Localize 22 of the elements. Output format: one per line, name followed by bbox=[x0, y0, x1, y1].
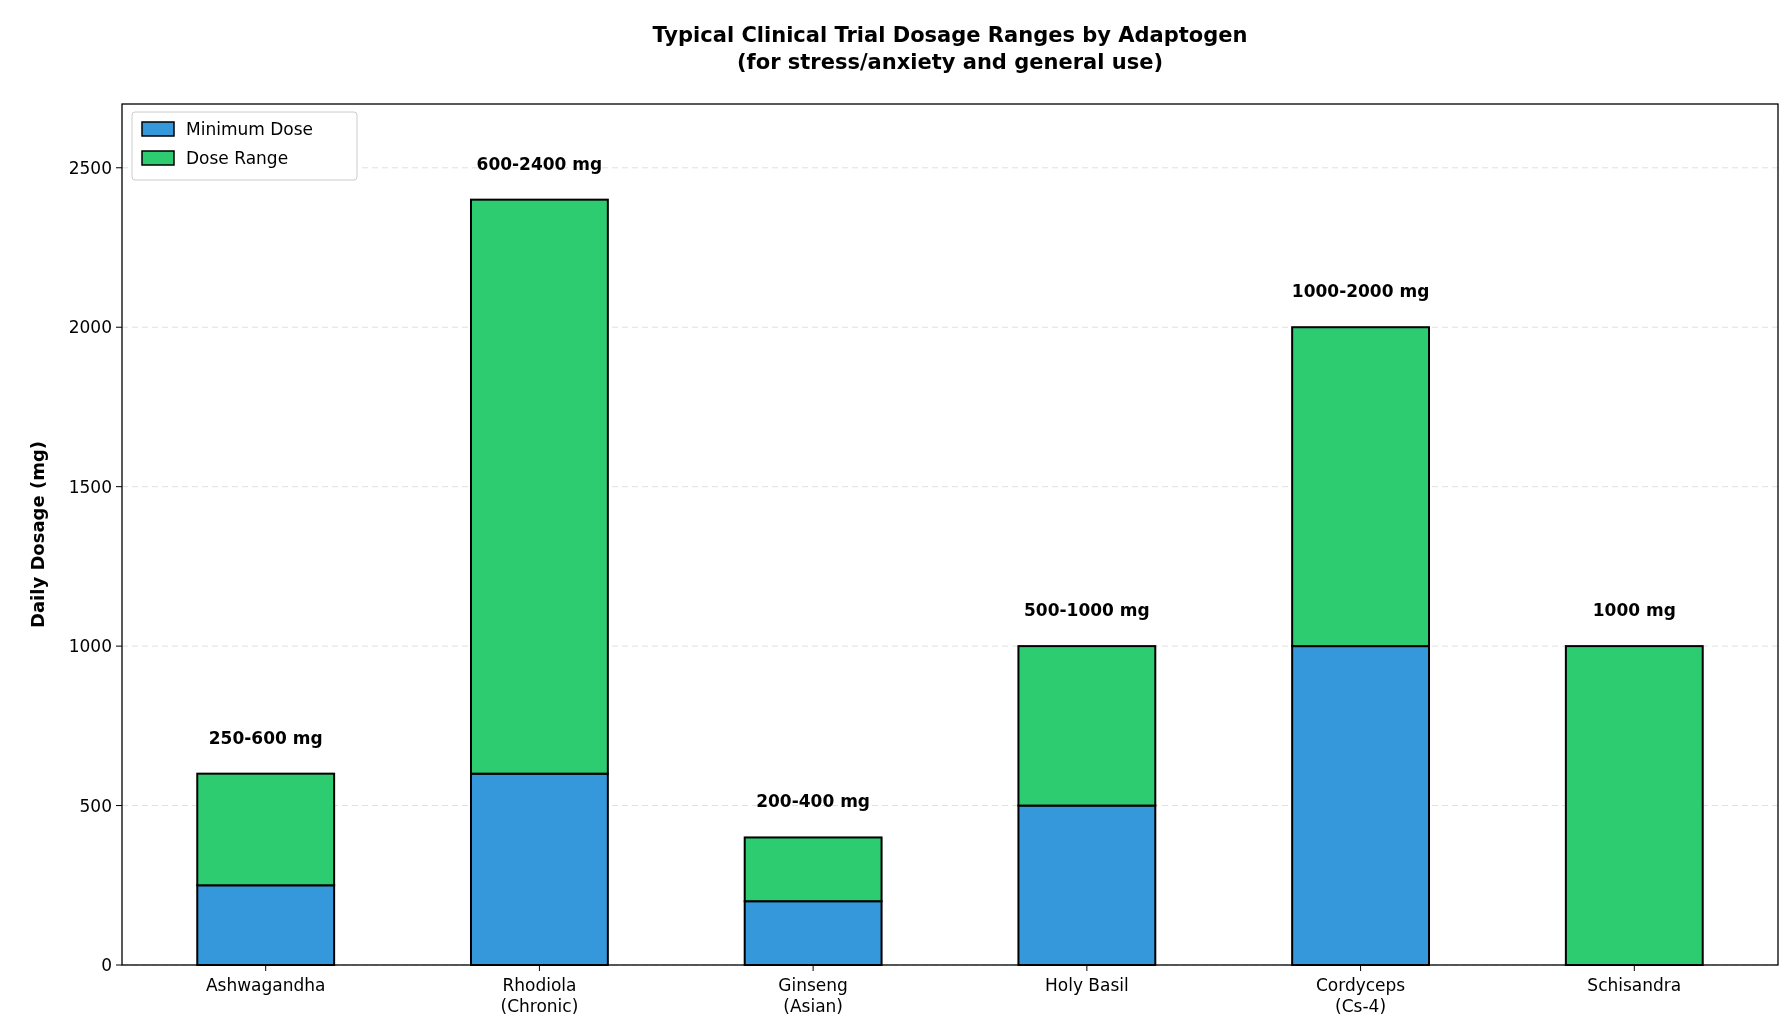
total-label: 500-1000 mg bbox=[1024, 600, 1150, 621]
total-label: 200-400 mg bbox=[756, 791, 871, 812]
x-tick-label: Ashwagandha bbox=[205, 975, 326, 995]
y-tick-label: 1000 bbox=[68, 636, 112, 657]
y-tick-label: 0 bbox=[101, 954, 112, 975]
y-tick-label: 2500 bbox=[68, 157, 112, 178]
y-axis-title: Daily Dosage (mg) bbox=[27, 440, 48, 629]
legend-label: Dose Range bbox=[186, 147, 289, 168]
x-tick-label: Ginseng (Asian) bbox=[778, 975, 848, 1016]
y-tick-label: 2000 bbox=[68, 317, 112, 338]
y-tick-label: 500 bbox=[79, 795, 112, 816]
x-tick-label: Rhodiola (Chronic) bbox=[500, 975, 579, 1016]
legend-label: Minimum Dose bbox=[186, 118, 313, 139]
total-label: 250-600 mg bbox=[208, 727, 323, 748]
x-tick-label: Holy Basil bbox=[1044, 975, 1129, 995]
y-tick-label: 1500 bbox=[68, 476, 112, 497]
total-label: 1000-2000 mg bbox=[1291, 281, 1430, 302]
x-tick-label: Schisandra bbox=[1587, 975, 1682, 995]
total-label: 1000 mg bbox=[1592, 600, 1676, 621]
chart-title: Typical Clinical Trial Dosage Ranges by Adaptogen (for stress/anxiety and general use) bbox=[652, 23, 1248, 74]
total-label: 600-2400 mg bbox=[476, 153, 603, 174]
x-tick-label: Cordyceps (Cs-4) bbox=[1315, 975, 1406, 1016]
